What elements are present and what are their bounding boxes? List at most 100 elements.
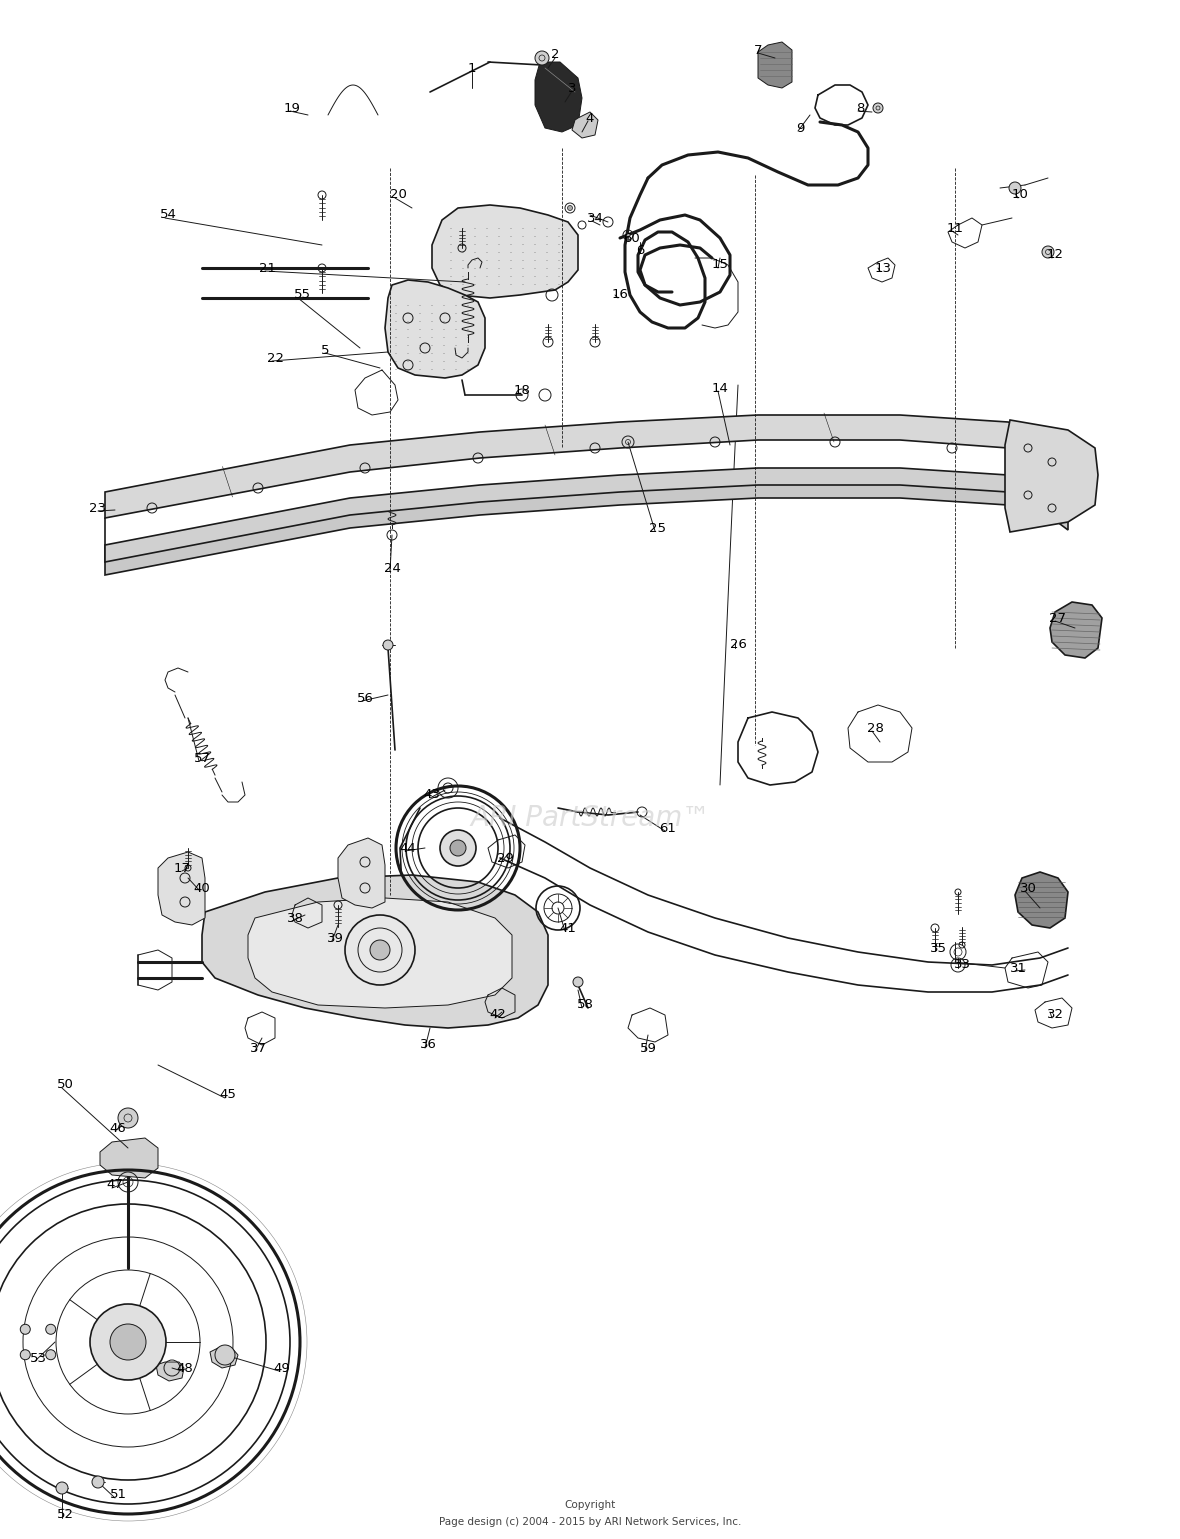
Polygon shape — [572, 112, 598, 139]
Polygon shape — [1050, 602, 1102, 659]
Circle shape — [90, 1304, 166, 1380]
Text: Page design (c) 2004 - 2015 by ARI Network Services, Inc.: Page design (c) 2004 - 2015 by ARI Netwo… — [439, 1517, 741, 1527]
Text: 60: 60 — [623, 231, 641, 245]
Polygon shape — [202, 876, 548, 1028]
Circle shape — [1009, 182, 1021, 194]
Text: 56: 56 — [356, 691, 373, 705]
Text: 58: 58 — [577, 999, 594, 1011]
Circle shape — [450, 840, 466, 856]
Polygon shape — [535, 62, 582, 132]
Polygon shape — [432, 205, 578, 299]
Text: 18: 18 — [513, 383, 531, 397]
Text: 11: 11 — [946, 222, 964, 234]
Polygon shape — [105, 416, 1068, 519]
Text: 22: 22 — [267, 351, 283, 365]
Text: 32: 32 — [1047, 1008, 1063, 1022]
Text: 9: 9 — [795, 122, 805, 134]
Text: 1: 1 — [467, 62, 477, 74]
Circle shape — [20, 1324, 31, 1334]
Text: 5: 5 — [321, 343, 329, 357]
Text: 49: 49 — [274, 1362, 290, 1374]
Polygon shape — [156, 1362, 184, 1380]
Text: 45: 45 — [219, 1088, 236, 1102]
Text: 16: 16 — [611, 288, 629, 302]
Text: 29: 29 — [497, 851, 513, 865]
Text: 28: 28 — [866, 722, 884, 734]
Text: 2: 2 — [551, 49, 559, 62]
Text: 46: 46 — [110, 1122, 126, 1134]
Text: 43: 43 — [424, 788, 440, 802]
Text: 14: 14 — [712, 382, 728, 394]
Text: 15: 15 — [712, 259, 728, 271]
Circle shape — [535, 51, 549, 65]
Text: 59: 59 — [640, 1042, 656, 1054]
Polygon shape — [158, 853, 205, 925]
Text: 48: 48 — [177, 1362, 194, 1374]
Polygon shape — [385, 280, 485, 379]
Text: 42: 42 — [490, 1008, 506, 1022]
Text: 10: 10 — [1011, 188, 1029, 202]
Text: 52: 52 — [57, 1508, 73, 1522]
Polygon shape — [337, 839, 385, 908]
Circle shape — [568, 206, 572, 211]
Text: 25: 25 — [649, 522, 667, 534]
Text: 27: 27 — [1049, 611, 1067, 625]
Text: 53: 53 — [30, 1351, 46, 1365]
Text: 20: 20 — [389, 188, 406, 202]
Circle shape — [627, 232, 630, 237]
Polygon shape — [100, 1137, 158, 1177]
Text: 40: 40 — [194, 882, 210, 894]
Text: 37: 37 — [249, 1042, 267, 1054]
Circle shape — [215, 1345, 235, 1365]
Text: 44: 44 — [400, 842, 417, 854]
Circle shape — [20, 1350, 31, 1360]
Circle shape — [384, 640, 393, 649]
Text: 34: 34 — [586, 211, 603, 225]
Circle shape — [371, 940, 391, 960]
Circle shape — [110, 1324, 146, 1360]
Circle shape — [55, 1482, 68, 1494]
Polygon shape — [210, 1348, 238, 1368]
Polygon shape — [1015, 873, 1068, 928]
Text: ARI PartStream™: ARI PartStream™ — [470, 803, 710, 833]
Circle shape — [118, 1108, 138, 1128]
Text: 17: 17 — [173, 862, 190, 874]
Text: 31: 31 — [1010, 962, 1027, 974]
Text: 6: 6 — [636, 243, 644, 257]
Text: 38: 38 — [287, 911, 303, 925]
Text: 21: 21 — [260, 262, 276, 274]
Text: 26: 26 — [729, 639, 747, 651]
Polygon shape — [248, 897, 512, 1008]
Polygon shape — [105, 468, 1068, 562]
Text: Copyright: Copyright — [564, 1501, 616, 1510]
Text: 13: 13 — [874, 262, 892, 274]
Text: 7: 7 — [754, 43, 762, 57]
Text: 30: 30 — [1020, 882, 1036, 894]
Text: 24: 24 — [384, 562, 400, 574]
Text: 19: 19 — [283, 102, 301, 114]
Text: 50: 50 — [57, 1079, 73, 1091]
Circle shape — [440, 830, 476, 866]
Text: 61: 61 — [660, 822, 676, 834]
Circle shape — [46, 1324, 55, 1334]
Text: 8: 8 — [856, 102, 864, 114]
Polygon shape — [105, 472, 1068, 576]
Text: 35: 35 — [930, 942, 946, 954]
Text: 55: 55 — [294, 288, 310, 302]
Circle shape — [1042, 246, 1054, 259]
Circle shape — [46, 1350, 55, 1360]
Text: 4: 4 — [585, 111, 595, 125]
Text: 36: 36 — [420, 1039, 437, 1051]
Text: 33: 33 — [953, 959, 970, 971]
Text: 41: 41 — [559, 922, 577, 934]
Polygon shape — [758, 42, 792, 88]
Text: 12: 12 — [1047, 248, 1063, 262]
Text: 57: 57 — [194, 751, 210, 765]
Text: 23: 23 — [90, 502, 106, 514]
Text: 47: 47 — [106, 1179, 124, 1191]
Circle shape — [873, 103, 883, 112]
Text: 39: 39 — [327, 931, 343, 945]
Polygon shape — [1005, 420, 1099, 532]
Circle shape — [573, 977, 583, 986]
Circle shape — [92, 1476, 104, 1488]
